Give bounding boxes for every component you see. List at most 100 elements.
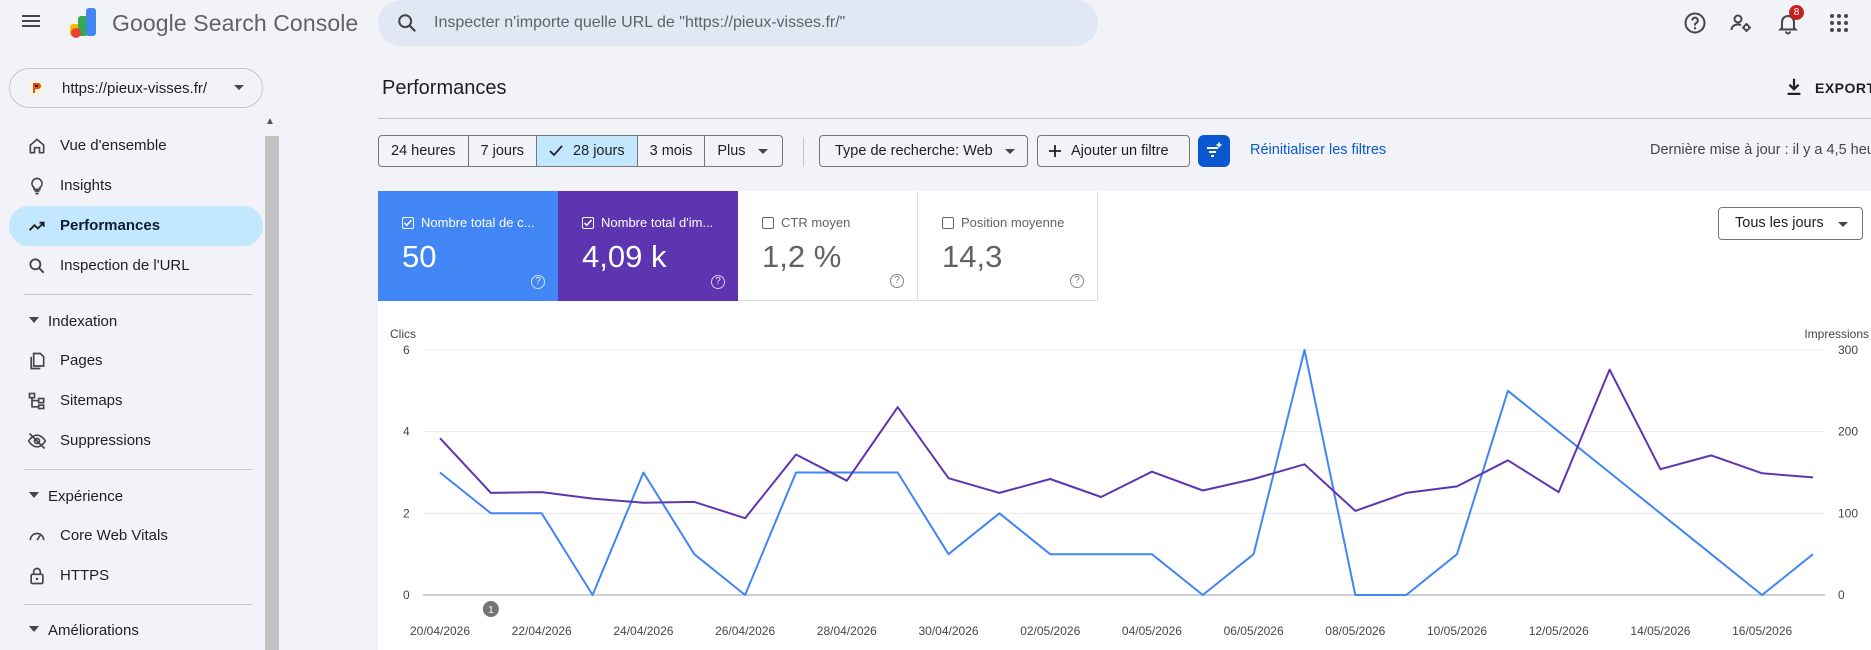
- sidebar-item-sitemaps[interactable]: Sitemaps: [9, 381, 263, 421]
- section-experience[interactable]: Expérience: [9, 480, 263, 514]
- section-label: Améliorations: [48, 622, 139, 639]
- metric-title: Position moyenne: [961, 215, 1065, 230]
- metric-value: 1,2 %: [762, 239, 842, 274]
- speed-icon: [29, 532, 45, 541]
- sidebar-item-https[interactable]: HTTPS: [9, 556, 263, 596]
- filter-settings-button[interactable]: [1198, 135, 1230, 167]
- sitemap-icon: [28, 392, 45, 410]
- reset-filters-link[interactable]: Réinitialiser les filtres: [1250, 142, 1387, 158]
- page-title: Performances: [382, 77, 507, 99]
- metric-title: Nombre total de c...: [421, 215, 535, 230]
- search-input[interactable]: [434, 10, 1074, 36]
- x-tick-label: 22/04/2026: [512, 624, 572, 638]
- add-filter-label: Ajouter un filtre: [1071, 143, 1169, 159]
- notification-badge: 8: [1789, 5, 1804, 20]
- top-bar: Google Search Console 8: [0, 0, 1871, 46]
- annotation-label: 1: [488, 605, 494, 616]
- range-more-button[interactable]: Plus: [705, 136, 781, 166]
- x-tick-label: 16/05/2026: [1732, 624, 1792, 638]
- help-icon[interactable]: ?: [711, 275, 725, 289]
- section-indexing[interactable]: Indexation: [9, 305, 263, 339]
- section-enhancements[interactable]: Améliorations: [9, 614, 263, 648]
- menu-icon[interactable]: [22, 12, 44, 32]
- x-tick-label: 04/05/2026: [1122, 624, 1182, 638]
- metric-checkbox[interactable]: [762, 217, 774, 229]
- left-tick-label: 4: [403, 425, 410, 439]
- search-icon: [398, 14, 417, 33]
- range-24h-button[interactable]: 24 heures: [379, 136, 469, 166]
- chevron-down-icon: [757, 149, 768, 154]
- metric-checkbox[interactable]: [582, 217, 594, 229]
- help-icon[interactable]: ?: [890, 274, 904, 288]
- metric-checkbox[interactable]: [942, 217, 954, 229]
- header-divider: [378, 118, 1871, 119]
- right-tick-label: 100: [1838, 506, 1858, 520]
- sidebar-divider: [24, 469, 252, 470]
- section-label: Expérience: [48, 488, 124, 505]
- help-icon[interactable]: [1683, 11, 1707, 35]
- sidebar-item-insights[interactable]: Insights: [9, 166, 263, 206]
- scroll-up-arrow-icon[interactable]: ▲: [265, 116, 275, 127]
- export-label: EXPORT: [1815, 80, 1871, 96]
- performance-chart: Clics Impressions 0 2 4 6 0 100 200 300 20/04/2026…: [390, 327, 1869, 638]
- metric-card-clicks[interactable]: Nombre total de c... 50 ?: [378, 191, 558, 301]
- annotation-marker: [482, 601, 499, 617]
- sidebar-item-label: Insights: [60, 177, 112, 194]
- sidebar-item-label: Core Web Vitals: [60, 527, 168, 544]
- metric-card-ctr[interactable]: CTR moyen 1,2 % ?: [738, 191, 918, 301]
- sidebar-item-performance[interactable]: Performances: [9, 206, 263, 246]
- sidebar-item-pages[interactable]: Pages: [9, 341, 263, 381]
- apps-grid-icon[interactable]: [1827, 11, 1851, 35]
- date-range-selector: 24 heures 7 jours 28 jours 3 mois Plus: [378, 135, 783, 167]
- collapse-triangle-icon: [29, 317, 39, 323]
- range-7d-button[interactable]: 7 jours: [469, 136, 538, 166]
- x-tick-label: 26/04/2026: [715, 624, 775, 638]
- sidebar-item-label: HTTPS: [60, 567, 110, 584]
- check-icon: [549, 145, 563, 157]
- x-tick-label: 10/05/2026: [1427, 624, 1487, 638]
- sidebar-item-label: Suppressions: [60, 432, 151, 449]
- x-tick-label: 08/05/2026: [1325, 624, 1385, 638]
- range-3m-button[interactable]: 3 mois: [638, 136, 706, 166]
- range-28d-button[interactable]: 28 jours: [537, 136, 638, 166]
- help-icon[interactable]: ?: [531, 275, 545, 289]
- right-tick-label: 0: [1838, 588, 1845, 602]
- x-tick-label: 02/05/2026: [1020, 624, 1080, 638]
- help-icon[interactable]: ?: [1070, 274, 1084, 288]
- manage-account-icon[interactable]: [1729, 11, 1753, 35]
- left-axis-title: Clics: [390, 327, 416, 341]
- range-28d-label: 28 jours: [573, 143, 625, 159]
- sidebar-divider: [24, 604, 252, 605]
- sidebar-item-removals[interactable]: Suppressions: [9, 421, 263, 461]
- site-favicon: [29, 81, 43, 95]
- sidebar-item-url-inspection[interactable]: Inspection de l'URL: [9, 246, 263, 286]
- x-tick-label: 30/04/2026: [918, 624, 978, 638]
- days-aggregation-select[interactable]: Tous les jours: [1718, 207, 1863, 240]
- home-icon: [29, 138, 45, 154]
- left-tick-label: 2: [403, 506, 410, 520]
- sidebar-item-label: Inspection de l'URL: [60, 257, 190, 274]
- metric-card-position[interactable]: Position moyenne 14,3 ?: [918, 191, 1098, 301]
- right-tick-label: 300: [1838, 343, 1858, 357]
- add-filter-button[interactable]: Ajouter un filtre: [1037, 135, 1190, 167]
- metric-checkbox[interactable]: [402, 217, 414, 229]
- x-tick-label: 24/04/2026: [613, 624, 673, 638]
- sidebar-item-core-web-vitals[interactable]: Core Web Vitals: [9, 516, 263, 556]
- metric-title: CTR moyen: [781, 215, 851, 230]
- sidebar-item-overview[interactable]: Vue d'ensemble: [9, 126, 263, 166]
- notifications-button[interactable]: 8: [1776, 5, 1804, 35]
- range-more-label: Plus: [717, 143, 746, 159]
- scrollbar-thumb[interactable]: [265, 136, 279, 650]
- metric-title: Nombre total d'im...: [601, 215, 714, 230]
- search-type-filter[interactable]: Type de recherche: Web: [819, 135, 1028, 167]
- left-tick-label: 6: [403, 343, 410, 357]
- property-selector[interactable]: https://pieux-visses.fr/: [9, 68, 263, 108]
- filter-list-add-icon: [1207, 142, 1222, 157]
- lock-icon: [30, 567, 44, 585]
- url-inspection-search[interactable]: [378, 0, 1098, 46]
- filter-separator: [803, 137, 804, 167]
- pages-icon: [30, 352, 45, 370]
- metric-card-impressions[interactable]: Nombre total d'im... 4,09 k ?: [558, 191, 738, 301]
- lightbulb-icon: [31, 177, 43, 195]
- sidebar-item-label: Performances: [60, 217, 161, 234]
